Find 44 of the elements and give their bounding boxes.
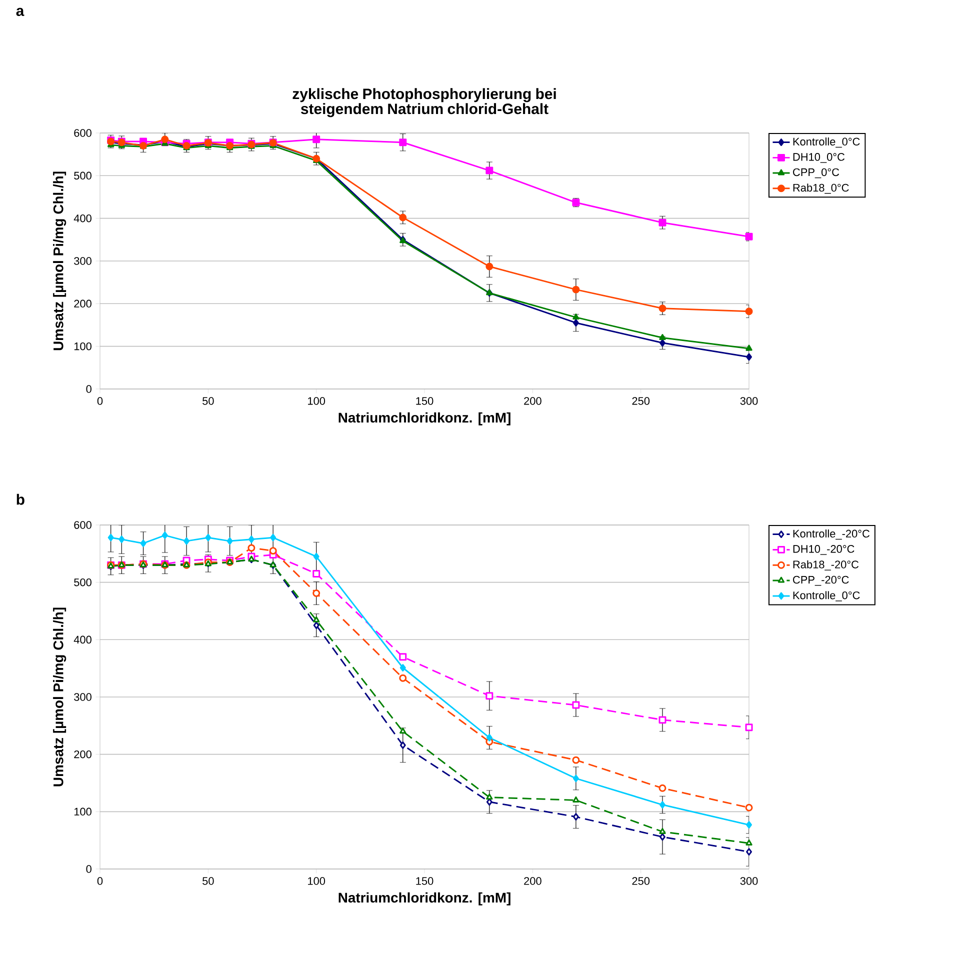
x-tick-label: 200 bbox=[524, 397, 542, 405]
y-axis-title: Umsatz [µmol Pi/mg Chl./h] bbox=[53, 608, 66, 786]
legend-label: Kontrolle_0°C bbox=[793, 137, 860, 148]
x-tick-label: 50 bbox=[202, 397, 214, 405]
y-tick-label: 600 bbox=[74, 129, 92, 137]
x-tick-label: 100 bbox=[308, 397, 326, 405]
x-axis-title: Natriumchloridkonz. [mM] bbox=[338, 892, 510, 906]
y-tick-label: 600 bbox=[74, 521, 92, 529]
legend-label: CPP_-20°C bbox=[793, 576, 849, 586]
y-tick-label: 500 bbox=[74, 578, 92, 586]
y-tick-label: 400 bbox=[74, 214, 92, 222]
y-axis-title: Umsatz [µmol Pi/mg Chl./h] bbox=[53, 172, 66, 350]
x-axis-title: Natriumchloridkonz. [mM] bbox=[338, 412, 510, 426]
y-tick-label: 300 bbox=[74, 693, 92, 701]
legend-label: Rab18_-20°C bbox=[793, 560, 859, 570]
x-tick-label: 250 bbox=[632, 397, 650, 405]
y-tick-label: 500 bbox=[74, 172, 92, 180]
text: b bbox=[16, 494, 24, 505]
x-tick-label: 150 bbox=[416, 397, 434, 405]
legend-label: Kontrolle_0°C bbox=[793, 591, 860, 602]
y-tick-label: 100 bbox=[74, 808, 92, 816]
x-tick-label: 200 bbox=[524, 877, 542, 885]
legend-label: CPP_0°C bbox=[793, 168, 840, 178]
legend-label: DH10_-20°C bbox=[793, 545, 854, 555]
y-tick-label: 0 bbox=[86, 865, 92, 873]
y-tick-label: 300 bbox=[74, 257, 92, 265]
x-tick-label: 0 bbox=[97, 397, 103, 405]
legend-label: Rab18_0°C bbox=[793, 184, 849, 194]
legend-label: Kontrolle_-20°C bbox=[793, 529, 870, 540]
x-tick-label: 300 bbox=[740, 397, 758, 405]
text: a bbox=[16, 8, 24, 16]
x-tick-label: 0 bbox=[97, 877, 103, 885]
y-tick-label: 100 bbox=[74, 342, 92, 350]
x-tick-label: 300 bbox=[740, 877, 758, 885]
legend-label: DH10_0°C bbox=[793, 153, 845, 163]
y-tick-label: 200 bbox=[74, 750, 92, 758]
chart-title: zyklische Photophosphorylierung bei steigendem Natrium chlorid-Gehalt bbox=[292, 88, 556, 118]
y-tick-label: 200 bbox=[74, 300, 92, 308]
x-tick-label: 50 bbox=[202, 877, 214, 885]
y-tick-label: 0 bbox=[86, 385, 92, 393]
x-tick-label: 150 bbox=[416, 877, 434, 885]
x-tick-label: 100 bbox=[308, 877, 326, 885]
y-tick-label: 400 bbox=[74, 636, 92, 644]
x-tick-label: 250 bbox=[632, 877, 650, 885]
